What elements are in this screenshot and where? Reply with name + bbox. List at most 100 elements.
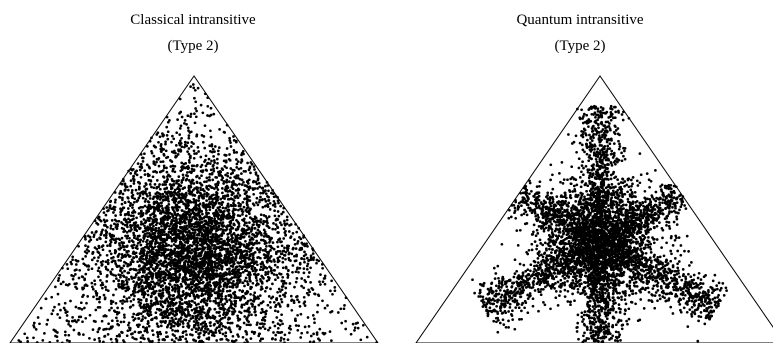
scatter-point [235,275,238,279]
scatter-point [127,321,131,325]
scatter-point [274,338,277,341]
scatter-point [158,187,162,191]
scatter-point [101,248,105,252]
scatter-point [201,267,205,270]
scatter-point [232,135,235,138]
scatter-point [194,204,198,207]
scatter-point [157,185,160,189]
scatter-point [178,309,182,312]
scatter-point [230,240,234,244]
scatter-point [144,286,148,290]
scatter-point [214,328,218,332]
scatter-point [237,224,241,228]
scatter-point [114,262,117,265]
scatter-point [169,276,173,280]
scatter-point [242,321,246,325]
scatter-point [233,196,237,199]
scatter-point [220,232,224,236]
scatter-point [141,156,144,160]
scatter-point [283,246,286,250]
scatter-point [198,331,202,335]
scatter-point [204,154,208,158]
scatter-point [141,317,144,321]
scatter-point [198,276,202,280]
scatter-point [161,216,165,220]
scatter-point [181,280,185,283]
scatter-point [229,219,233,223]
scatter-point [103,334,107,338]
scatter-point [266,303,270,307]
scatter-point [255,239,259,243]
scatter-point [115,334,119,338]
scatter-point [295,230,299,234]
scatter-point [307,275,310,279]
scatter-point [256,228,260,232]
scatter-point [180,244,184,248]
scatter-point [267,328,270,332]
scatter-point [214,209,218,212]
scatter-point [249,249,253,252]
scatter-point [135,255,138,259]
scatter-point [308,290,311,294]
chart-title: Classical intransitive [130,12,256,28]
scatter-point [129,201,132,205]
scatter-point [118,238,122,242]
scatter-point [193,187,196,190]
scatter-point [128,326,132,330]
scatter-point [255,201,258,204]
scatter-point [175,224,178,228]
scatter-point [142,307,146,310]
scatter-point [234,301,237,305]
scatter-point [112,256,115,259]
scatter-point [283,333,287,337]
scatter-point [191,255,195,258]
scatter-point [240,172,243,175]
scatter-point [188,234,191,237]
scatter-point [199,188,203,192]
scatter-point [129,179,133,182]
scatter-point [92,319,96,323]
scatter-point [167,203,171,206]
scatter-point [220,201,224,204]
scatter-point [152,160,156,163]
scatter-point [263,322,266,326]
scatter-point [309,256,313,260]
scatter-point [114,287,118,291]
scatter-point [129,214,133,218]
scatter-point [149,179,153,183]
scatter-point [143,191,147,195]
scatter-point [255,182,259,186]
scatter-point [203,311,206,315]
scatter-point [183,266,186,270]
scatter-point [177,292,181,296]
scatter-point [104,265,108,269]
scatter-point [270,246,274,250]
scatter-point [171,179,174,182]
scatter-point [263,197,267,201]
scatter-point [243,223,246,227]
scatter-point [224,326,228,329]
scatter-point [280,240,283,244]
scatter-point [77,332,81,336]
scatter-point [168,321,171,325]
scatter-point [296,239,300,243]
scatter-point [193,217,197,220]
scatter-point [132,276,136,280]
scatter-point [200,217,204,221]
scatter-point [163,254,167,258]
scatter-point [247,306,251,310]
scatter-point [263,319,267,322]
scatter-point [187,179,191,182]
scatter-point [167,295,171,299]
scatter-point [164,272,167,275]
scatter-point [273,214,277,218]
scatter-point [193,252,197,255]
scatter-point [245,323,249,327]
scatter-point [175,209,179,212]
scatter-point [245,246,248,249]
scatter-point [216,183,220,187]
scatter-point [165,170,169,174]
scatter-point [194,115,198,119]
scatter-point [171,134,174,138]
scatter-point [276,322,280,326]
